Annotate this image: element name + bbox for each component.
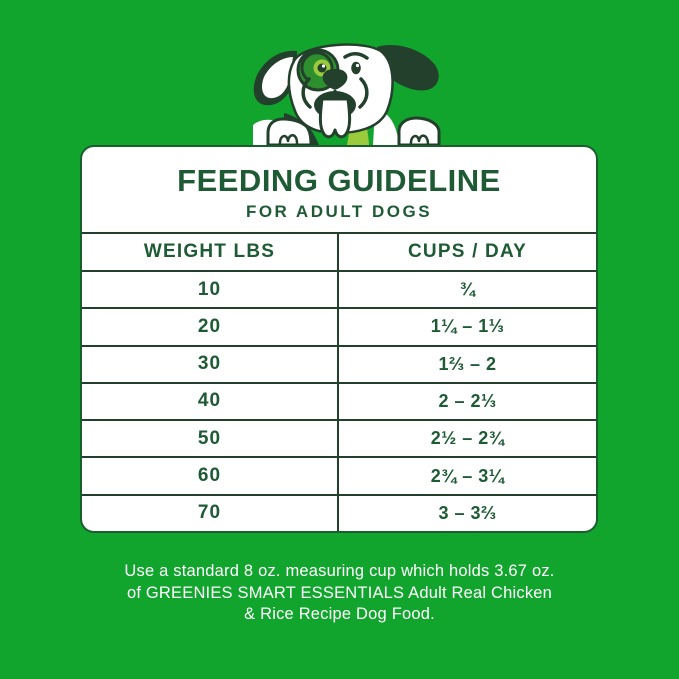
page-subtitle: FOR ADULT DOGS <box>245 202 433 221</box>
dog-mascot-illustration <box>253 43 441 145</box>
column-header-cups: CUPS / DAY <box>408 241 527 262</box>
weight-cell: 20 <box>82 309 339 345</box>
table-row: 10 ¾ <box>82 270 596 308</box>
feeding-guideline-card: FEEDING GUIDELINE FOR ADULT DOGS WEIGHT … <box>80 145 598 533</box>
table-row: 20 1¼ – 1⅓ <box>82 307 596 345</box>
table-header-row: WEIGHT LBS CUPS / DAY <box>82 232 596 270</box>
table-row: 70 3 – 3⅔ <box>82 493 596 531</box>
dog-left-eye <box>317 63 327 73</box>
cups-cell: 1⅔ – 2 <box>438 353 497 374</box>
weight-cell: 70 <box>82 495 339 531</box>
dog-tongue <box>318 97 352 139</box>
measuring-cup-note: Use a standard 8 oz. measuring cup which… <box>0 561 679 626</box>
note-line-1: Use a standard 8 oz. measuring cup which… <box>124 562 555 580</box>
dog-left-paw <box>266 117 313 145</box>
table-row: 60 2¾ – 3¼ <box>82 456 596 494</box>
weight-cell: 10 <box>82 272 339 308</box>
note-line-2: of GREENIES SMART ESSENTIALS Adult Real … <box>126 583 553 602</box>
table-row: 30 1⅔ – 2 <box>82 344 596 382</box>
dog-nose <box>322 69 348 90</box>
table-row: 50 2½ – 2¾ <box>82 419 596 457</box>
weight-cell: 40 <box>82 383 339 420</box>
dog-right-paw <box>397 116 441 145</box>
weight-cell: 30 <box>82 346 339 382</box>
cups-cell: 2½ – 2¾ <box>430 428 505 449</box>
cups-cell: 2 – 2⅓ <box>438 390 497 411</box>
dog-right-eye <box>351 61 361 75</box>
weight-cell: 50 <box>82 421 339 457</box>
feeding-table: WEIGHT LBS CUPS / DAY 10 ¾ 20 1¼ – 1⅓ 30… <box>82 232 596 531</box>
page-title: FEEDING GUIDELINE <box>177 163 501 198</box>
table-row: 40 2 – 2⅓ <box>82 381 596 420</box>
cups-cell: 1¼ – 1⅓ <box>430 316 505 337</box>
column-header-weight: WEIGHT LBS <box>82 234 339 270</box>
weight-cell: 60 <box>82 458 339 494</box>
cups-cell: ¾ <box>459 279 476 300</box>
dog-eyebrow <box>343 52 369 60</box>
cups-cell: 2¾ – 3¼ <box>430 465 505 486</box>
note-line-3: & Rice Recipe Dog Food. <box>244 605 435 623</box>
cups-cell: 3 – 3⅔ <box>438 502 497 523</box>
card-header: FEEDING GUIDELINE FOR ADULT DOGS <box>82 147 596 230</box>
